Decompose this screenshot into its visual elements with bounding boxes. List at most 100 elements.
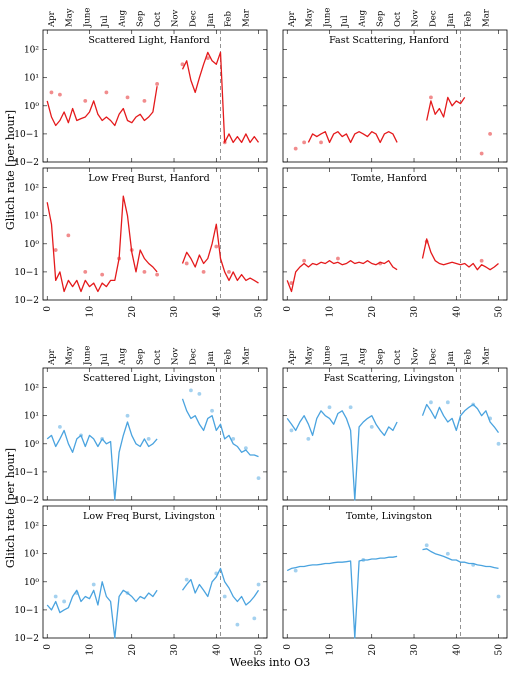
data-point xyxy=(293,146,298,151)
series-line xyxy=(286,403,500,501)
y-tick-label: 10−2 xyxy=(14,496,39,506)
y-axis-title: Glitch rate [per hour] xyxy=(4,448,17,568)
month-label: Sep xyxy=(135,348,145,365)
x-tick-label: 40 xyxy=(452,306,462,318)
month-label: Jul xyxy=(340,353,350,366)
panel-frame xyxy=(282,505,508,639)
y-axis-title: Glitch rate [per hour] xyxy=(4,110,17,230)
month-label: Jul xyxy=(100,15,110,28)
x-tick-label: 10 xyxy=(85,306,95,318)
panel-title: Tomte, Livingston xyxy=(346,511,432,522)
data-point xyxy=(155,272,160,277)
chart-panel: 0 10 20 30 40 50 Tomte, Livingston xyxy=(282,505,508,656)
month-label: Sep xyxy=(135,10,145,27)
month-label: Jan xyxy=(446,13,456,28)
x-tick-label: 30 xyxy=(410,306,420,318)
data-point xyxy=(104,90,109,95)
chart-panel: 10−2 10−1 10⁰ 10¹ 10² 0 10 20 30 40 50 Low Freq Bur… xyxy=(14,505,268,656)
data-point xyxy=(327,405,332,410)
data-point xyxy=(125,413,130,418)
panel-frame xyxy=(282,29,508,163)
y-tick-label: 10⁰ xyxy=(24,578,39,588)
month-label: Sep xyxy=(375,348,385,365)
month-label: Jan xyxy=(446,351,456,366)
series-line xyxy=(46,51,260,144)
data-point xyxy=(496,441,501,446)
month-label: June xyxy=(322,8,332,28)
data-point xyxy=(243,446,248,451)
data-point xyxy=(336,256,340,261)
y-tick-label: 10² xyxy=(24,46,39,56)
month-label: Aug xyxy=(358,9,368,28)
y-tick-label: 10−1 xyxy=(14,130,39,140)
data-point xyxy=(125,95,130,100)
panel-title: Fast Scattering, Hanford xyxy=(329,35,449,46)
data-point xyxy=(62,599,67,604)
month-label: Mar xyxy=(241,8,251,27)
chart-panel: Apr May June Jul Aug Sep Oct Nov Dec Jan Feb Mar Fas… xyxy=(282,346,508,501)
month-label: May xyxy=(305,346,315,365)
data-point xyxy=(184,577,189,582)
x-tick-label: 50 xyxy=(255,306,265,318)
month-label: June xyxy=(322,346,332,366)
data-point xyxy=(49,90,54,95)
x-tick-label: 20 xyxy=(128,644,138,656)
month-label: Mar xyxy=(481,346,491,365)
month-label: Feb xyxy=(224,349,234,365)
y-tick-label: 10¹ xyxy=(24,212,39,222)
data-point xyxy=(256,476,261,481)
month-label: Feb xyxy=(464,11,474,27)
data-point xyxy=(53,594,58,599)
data-point xyxy=(306,436,311,441)
data-point xyxy=(445,400,450,405)
chart-panel: 10−2 10−1 10⁰ 10¹ 10² Apr May June Jul Aug Sep Oct N… xyxy=(14,346,268,506)
data-point xyxy=(293,568,298,573)
month-label: Jan xyxy=(206,351,216,366)
data-point xyxy=(100,272,105,277)
data-point xyxy=(146,436,151,441)
month-label: Apr xyxy=(287,10,297,28)
data-point xyxy=(429,95,433,100)
y-tick-label: 10−1 xyxy=(14,606,39,616)
panel-frame xyxy=(282,167,508,301)
month-label: Jul xyxy=(100,353,110,366)
panel-frame xyxy=(42,167,268,301)
month-label: Oct xyxy=(393,349,403,365)
x-tick-label: 20 xyxy=(368,306,378,318)
data-point xyxy=(214,244,219,249)
month-label: Aug xyxy=(358,347,368,366)
y-tick-label: 10¹ xyxy=(24,412,39,422)
month-label: Dec xyxy=(188,10,198,27)
data-point xyxy=(184,261,189,266)
month-label: Nov xyxy=(171,347,181,365)
month-label: Jan xyxy=(206,13,216,28)
y-tick-label: 10⁰ xyxy=(24,440,39,450)
panel-frame xyxy=(42,505,268,639)
data-point xyxy=(58,425,62,429)
panel-title: Fast Scattering, Livingston xyxy=(324,373,454,384)
y-tick-label: 10² xyxy=(24,384,39,394)
data-point xyxy=(53,248,58,252)
month-label: Dec xyxy=(428,348,438,365)
month-label: Jul xyxy=(340,15,350,28)
month-label: May xyxy=(65,346,75,365)
month-label: Oct xyxy=(393,11,403,27)
month-label: Oct xyxy=(153,349,163,365)
data-point xyxy=(83,98,88,103)
month-label: Nov xyxy=(171,9,181,27)
data-point xyxy=(222,594,227,599)
data-point xyxy=(142,270,147,274)
x-tick-label: 10 xyxy=(325,644,335,656)
month-label: Mar xyxy=(241,346,251,365)
y-tick-label: 10² xyxy=(24,184,39,194)
data-point xyxy=(201,270,206,274)
y-tick-label: 10−1 xyxy=(14,268,39,278)
month-label: Aug xyxy=(118,347,128,366)
month-label: June xyxy=(82,8,92,28)
data-point xyxy=(210,408,214,413)
month-label: Sep xyxy=(375,10,385,27)
month-label: Nov xyxy=(411,347,421,365)
data-point xyxy=(289,281,294,285)
data-point xyxy=(256,582,261,587)
data-point xyxy=(289,428,294,433)
